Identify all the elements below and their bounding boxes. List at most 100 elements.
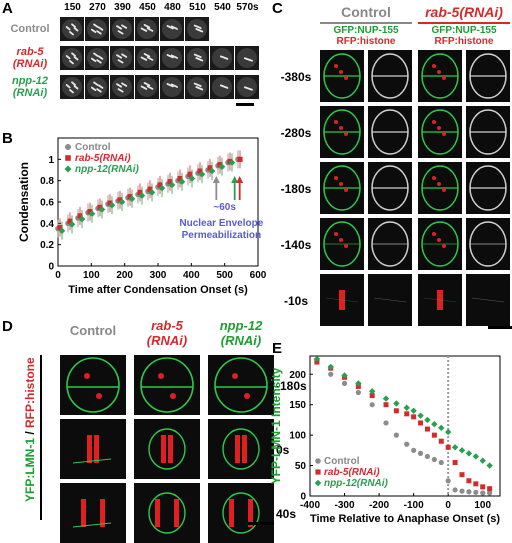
chromosome — [73, 85, 79, 90]
chromatin — [84, 373, 90, 379]
y-tick-label: 200 — [289, 370, 306, 381]
condensation-chart: 0 100 200 300 400 500 600 0 0.2 0.4 0.6 0.8 1 Time af… — [17, 137, 267, 296]
nep-interval-label: ~60s — [213, 202, 236, 213]
chromosome — [166, 24, 174, 30]
side-label-green: YFP:LMN-1 — [23, 438, 37, 502]
embryo-drawing — [371, 109, 409, 155]
lmn1-image — [134, 355, 200, 415]
merge-image — [418, 274, 462, 326]
x-tick-label: -400 — [300, 500, 320, 511]
plot-frame — [309, 355, 501, 497]
gfp-image — [368, 50, 412, 102]
chromosome — [219, 84, 229, 89]
chromosome-image — [137, 48, 157, 68]
chromosome-image — [137, 77, 157, 97]
membrane — [72, 522, 112, 528]
y-tick-label: 0 — [300, 492, 306, 503]
embryo-drawing — [72, 499, 112, 528]
gfp-image — [368, 274, 412, 326]
data-point — [177, 175, 183, 182]
data-point — [452, 460, 458, 466]
micrograph-cell — [135, 75, 159, 99]
embryo-drawing — [148, 428, 186, 470]
chromatin — [339, 70, 343, 74]
nucleus — [237, 77, 257, 97]
gfp-image — [466, 218, 510, 270]
embryo-drawing — [471, 297, 505, 303]
chromatin — [334, 176, 338, 180]
scale-bar-a — [236, 103, 254, 106]
data-point — [472, 453, 480, 460]
nuclear-envelope — [222, 428, 260, 470]
chromosome-image — [112, 19, 132, 39]
time-label: 480 — [164, 2, 181, 13]
embryo-drawing — [469, 53, 507, 99]
legend-marker — [315, 469, 321, 475]
time-label: 150 — [64, 2, 81, 13]
x-axis-label: Time after Condensation Onset (s) — [68, 284, 248, 296]
data-point — [127, 194, 133, 200]
data-point — [445, 444, 451, 450]
lmn1-image — [134, 419, 200, 479]
chromatin — [432, 176, 436, 180]
chromatin — [437, 126, 441, 130]
embryo-drawing — [469, 165, 507, 211]
data-point — [197, 168, 203, 174]
legend-label: Control — [324, 456, 360, 467]
chromatin — [344, 188, 348, 192]
data-point — [431, 420, 438, 428]
row-label-line: Control — [10, 23, 50, 35]
merge-image — [418, 50, 462, 102]
chromosome — [146, 56, 154, 61]
chromosome — [121, 82, 128, 87]
nucleus — [162, 77, 182, 97]
chromatin — [334, 64, 338, 68]
data-point — [452, 487, 458, 493]
micrograph-cell — [185, 75, 209, 99]
data-point — [473, 481, 479, 487]
chromosome-image — [62, 19, 82, 39]
chromatin — [339, 238, 343, 242]
data-point — [410, 407, 417, 414]
y-tick-label: 100 — [289, 431, 306, 442]
chromosome — [117, 30, 124, 35]
data-point — [403, 404, 410, 411]
chromosome — [170, 25, 178, 30]
chromatin — [158, 373, 164, 379]
data-point — [77, 213, 83, 219]
row-label: Control — [2, 23, 58, 35]
nuclear-envelope — [148, 492, 186, 534]
legend-label: rab-5(RNAi) — [75, 153, 131, 164]
data-point — [187, 171, 193, 177]
chromosome-image — [187, 77, 207, 97]
time-label: 540 — [214, 2, 231, 13]
micrograph-cell — [160, 46, 184, 70]
data-point — [411, 414, 417, 420]
x-tick-label: 500 — [216, 270, 233, 281]
data-point — [445, 478, 451, 484]
time-label: -180s — [276, 379, 307, 393]
chromosome — [166, 82, 174, 88]
chromosome-image — [162, 19, 182, 39]
chromosome — [97, 55, 104, 60]
header-underline — [418, 22, 510, 24]
data-point — [451, 444, 459, 451]
chromosome — [93, 81, 99, 86]
chromosome — [69, 89, 74, 94]
channel-label-green: GFP:NUP-155 — [333, 25, 399, 36]
chromatin — [94, 435, 99, 463]
data-point — [57, 225, 63, 231]
data-point — [97, 204, 103, 210]
time-label: -180s — [280, 182, 312, 196]
col-rab5-b: (RNAi) — [146, 333, 188, 348]
time-label: 570s — [236, 2, 259, 13]
channel-label-red: RFP:histone — [336, 36, 396, 47]
col-npp12-a: npp-12 — [219, 318, 263, 333]
scale-bar-d — [248, 522, 274, 525]
row-label: npp-12 (RNAi) — [2, 75, 58, 99]
embryo-drawing — [148, 492, 186, 534]
data-point — [369, 402, 375, 408]
micrograph-cell — [60, 75, 84, 99]
chromosome — [65, 84, 71, 89]
chromatin — [87, 435, 92, 463]
